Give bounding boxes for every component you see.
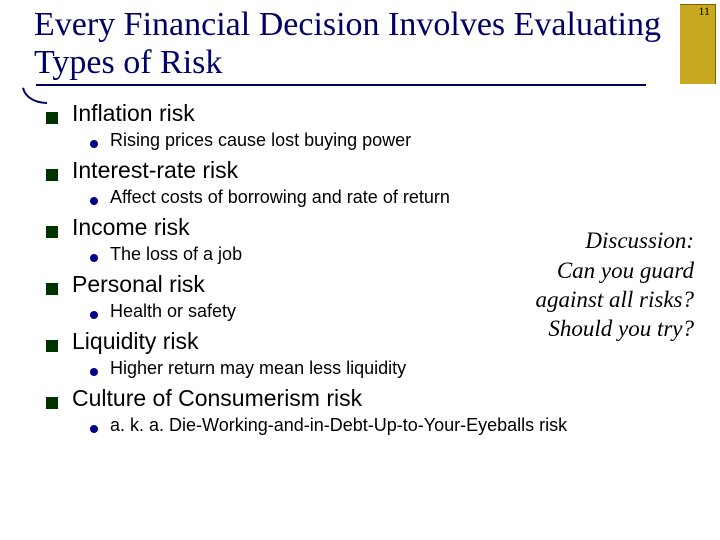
risk-sub: Affect costs of borrowing and rate of re…: [110, 187, 450, 208]
risk-label: Inflation risk: [72, 100, 195, 127]
square-bullet-icon: [46, 397, 58, 409]
dot-bullet-icon: [90, 311, 98, 319]
risk-sub: a. k. a. Die-Working-and-in-Debt-Up-to-Y…: [110, 415, 567, 436]
list-item: Culture of Consumerism risk a. k. a. Die…: [46, 385, 694, 436]
list-item: Interest-rate risk Affect costs of borro…: [46, 157, 694, 208]
content-area: Inflation risk Rising prices cause lost …: [0, 90, 720, 436]
discussion-line: against all risks?: [484, 285, 694, 314]
square-bullet-icon: [46, 112, 58, 124]
dot-bullet-icon: [90, 425, 98, 433]
square-bullet-icon: [46, 226, 58, 238]
title-underline: [36, 84, 646, 86]
square-bullet-icon: [46, 283, 58, 295]
risk-sub: The loss of a job: [110, 244, 242, 265]
discussion-line: Should you try?: [484, 314, 694, 343]
dot-bullet-icon: [90, 254, 98, 262]
risk-label: Personal risk: [72, 271, 205, 298]
risk-label: Liquidity risk: [72, 328, 199, 355]
title-area: 11 Every Financial Decision Involves Eva…: [0, 0, 720, 90]
dot-bullet-icon: [90, 197, 98, 205]
list-item: Inflation risk Rising prices cause lost …: [46, 100, 694, 151]
dot-bullet-icon: [90, 368, 98, 376]
risk-sub: Higher return may mean less liquidity: [110, 358, 406, 379]
square-bullet-icon: [46, 169, 58, 181]
square-bullet-icon: [46, 340, 58, 352]
discussion-callout: Discussion: Can you guard against all ri…: [484, 226, 694, 344]
risk-sub: Health or safety: [110, 301, 236, 322]
dot-bullet-icon: [90, 140, 98, 148]
discussion-line: Can you guard: [484, 256, 694, 285]
risk-sub: Rising prices cause lost buying power: [110, 130, 411, 151]
risk-label: Income risk: [72, 214, 190, 241]
slide-title: Every Financial Decision Involves Evalua…: [34, 6, 686, 82]
risk-label: Culture of Consumerism risk: [72, 385, 362, 412]
risk-label: Interest-rate risk: [72, 157, 238, 184]
slide-number: 11: [698, 4, 710, 19]
discussion-heading: Discussion:: [484, 226, 694, 255]
